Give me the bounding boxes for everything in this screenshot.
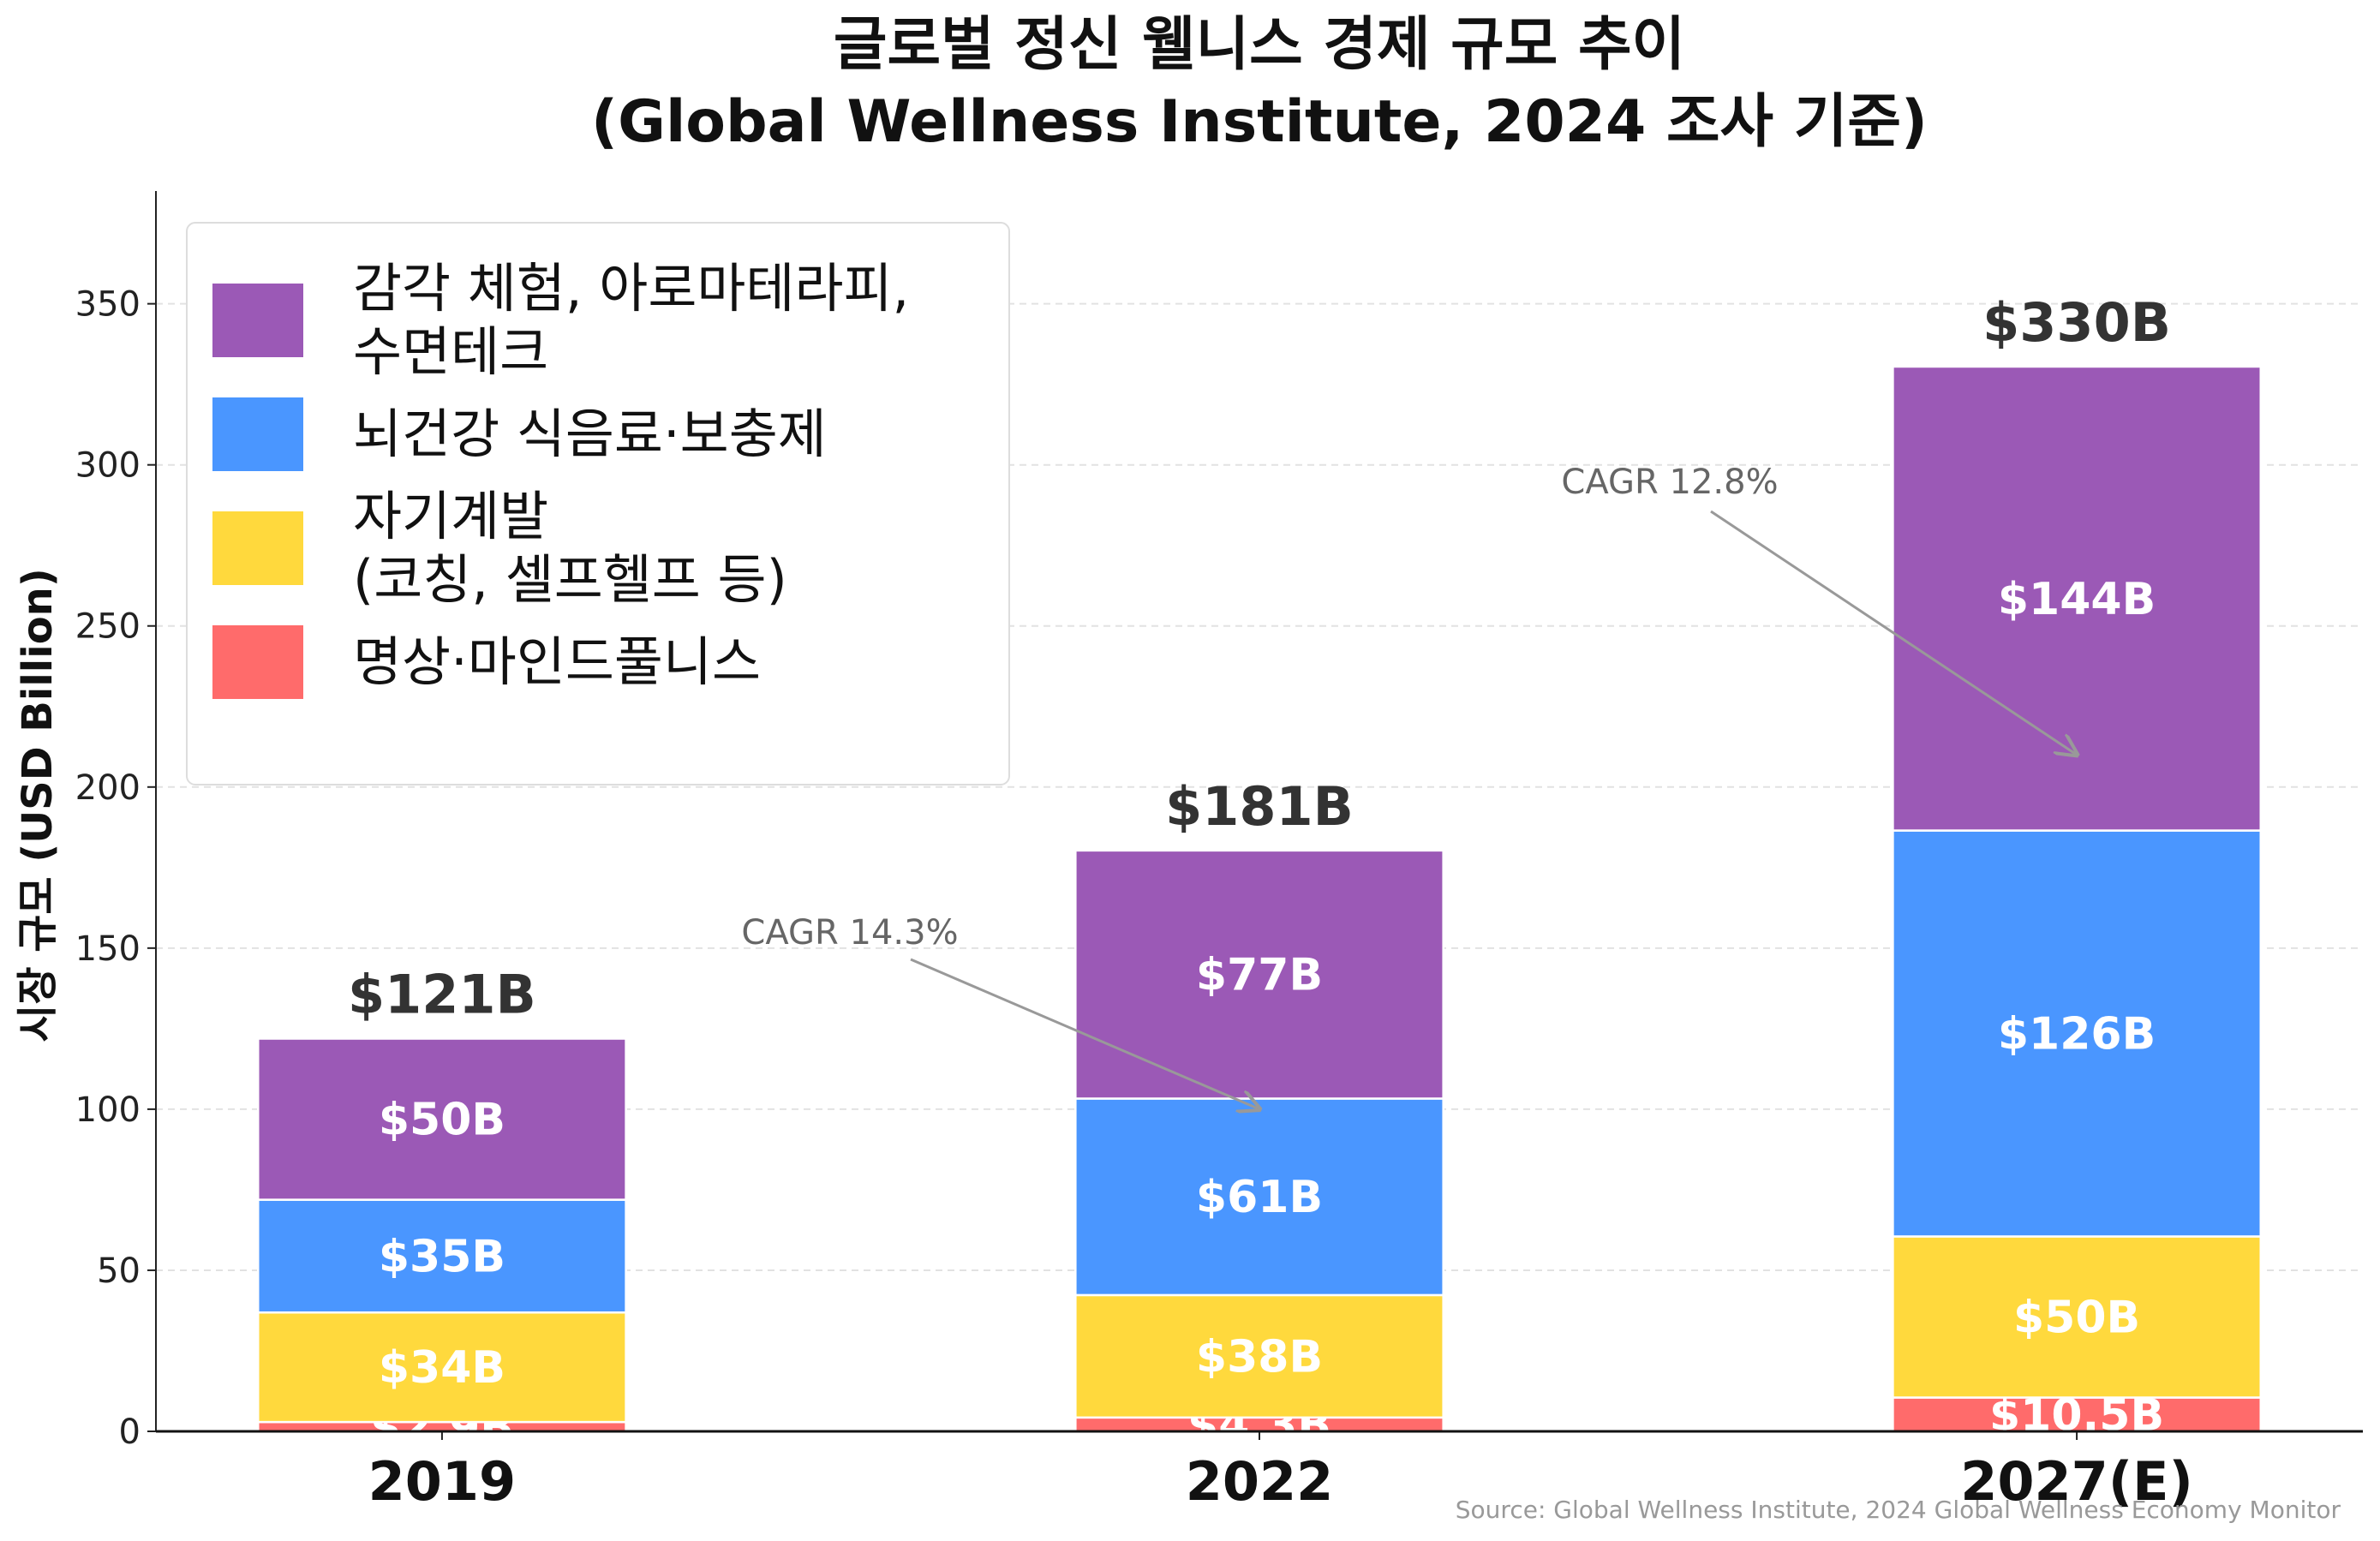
legend-box (186, 222, 1010, 785)
legend-item: 명상·마인드풀니스 (212, 625, 761, 699)
x-tick-label: 2019 (368, 1450, 517, 1513)
legend-swatch (212, 284, 303, 357)
legend-swatch (212, 511, 303, 585)
y-tick-label: 150 (75, 929, 141, 969)
segment-value-label: $35B (379, 1231, 505, 1282)
x-tick-label: 2027(E) (1960, 1450, 2193, 1513)
cagr-arrow (1710, 510, 2077, 755)
total-value-label: $121B (348, 964, 536, 1026)
segment-value-label: $126B (1998, 1009, 2156, 1060)
segment-value-label: $38B (1196, 1331, 1323, 1383)
y-tick-label: 0 (119, 1413, 141, 1452)
bar-segment (1074, 1293, 1444, 1419)
legend-swatch (212, 625, 303, 699)
y-tick-label: 300 (75, 446, 141, 486)
segment-value-label: $144B (1998, 574, 2156, 625)
legend-swatch (212, 397, 303, 471)
segment-value-label: $34B (379, 1342, 505, 1394)
y-tick-label: 250 (75, 607, 141, 647)
annotations: CAGR 14.3% CAGR 12.8% (741, 463, 2077, 1109)
segment-value-label: $61B (1196, 1172, 1323, 1223)
segment-value-label: $50B (2013, 1292, 2140, 1343)
bar-segment (1892, 829, 2262, 1238)
legend-label: 감각 체험, 아로마테라피, (353, 257, 909, 320)
source-note: Source: Global Wellness Institute, 2024 … (1456, 1496, 2341, 1524)
chart-subtitle: (Global Wellness Institute, 2024 조사 기준) (591, 88, 1928, 156)
legend-label: 자기계발 (353, 485, 548, 547)
bar-segment (1892, 1235, 2262, 1399)
y-axis-label: 시장 규모 (USD Billion) (14, 568, 62, 1042)
cagr-arrow (910, 958, 1259, 1109)
total-value-label: $330B (1982, 291, 2171, 354)
segment-value-label: $77B (1196, 950, 1323, 1001)
y-tick-label: 50 (97, 1251, 141, 1291)
legend-label: 수면테크 (353, 320, 548, 383)
axes: 0 50 100 150 200 250 300 350 2019 2022 2027(E) (75, 191, 2363, 1513)
bar-segment (257, 1198, 627, 1314)
legend-label: (코칭, 셀프헬프 등) (353, 548, 787, 611)
y-tick-label: 100 (75, 1090, 141, 1130)
y-tick-label: 350 (75, 285, 141, 325)
y-tick-label: 200 (75, 768, 141, 808)
legend-item: 감각 체험, 아로마테라피,수면테크 (212, 257, 909, 383)
legend-item: 뇌건강 식음료·보충제 (212, 397, 827, 471)
bar-segment (1074, 1097, 1444, 1297)
bar-segment (1892, 1396, 2262, 1433)
bar-segment (257, 1037, 627, 1201)
legend-label: 뇌건강 식음료·보충제 (353, 403, 827, 465)
cagr-annotation: CAGR 14.3% (741, 913, 958, 953)
bar-segment (257, 1311, 627, 1424)
cagr-annotation: CAGR 12.8% (1561, 463, 1778, 502)
legend-label: 명상·마인드풀니스 (353, 630, 761, 693)
total-value-label: $181B (1165, 775, 1354, 838)
x-tick-label: 2022 (1186, 1450, 1334, 1513)
chart-title: 글로벌 정신 웰니스 경제 규모 추이 (834, 11, 1685, 79)
legend-item: 자기계발(코칭, 셀프헬프 등) (212, 485, 787, 611)
segment-value-label: $50B (379, 1095, 505, 1146)
bars: $2.9B$34B$35B$50B$121B$4.3B$38B$61B$77B$… (257, 291, 2262, 1454)
